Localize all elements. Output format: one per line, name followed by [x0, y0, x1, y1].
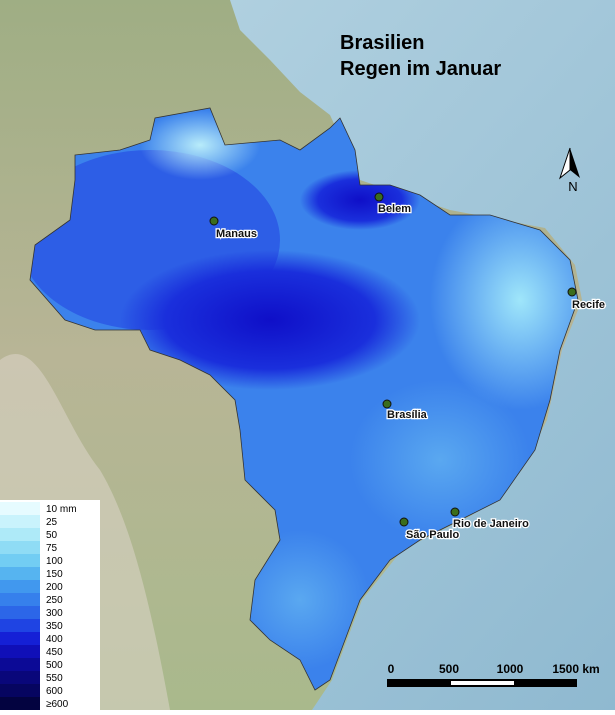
legend-label: 500 [46, 660, 63, 671]
scale-label: 0 [388, 662, 395, 676]
legend-label: 200 [46, 582, 63, 593]
city-dot [567, 287, 577, 297]
legend-swatch [0, 658, 40, 671]
north-label: N [568, 179, 577, 194]
legend-swatch [0, 541, 40, 554]
legend-swatch [0, 671, 40, 684]
legend-swatch [0, 606, 40, 619]
legend-swatch [0, 619, 40, 632]
legend-swatch [0, 502, 40, 515]
city-label: Manaus [216, 228, 257, 240]
legend-label: 25 [46, 517, 58, 528]
scale-bar [389, 681, 449, 685]
legend-label: 50 [46, 530, 58, 541]
city-label: Recife [572, 299, 605, 311]
city-dot [209, 216, 219, 226]
legend-label: 75 [46, 543, 58, 554]
city-label: Brasília [387, 409, 428, 421]
scale-bar [451, 681, 514, 685]
title: Brasilien [340, 32, 424, 54]
north-arrow [570, 148, 580, 178]
legend-swatch [0, 593, 40, 606]
legend-label: 100 [46, 556, 63, 567]
city-label: Belem [378, 203, 411, 215]
legend-label: 400 [46, 634, 63, 645]
scale-label: 500 [439, 662, 459, 676]
legend-label: 150 [46, 569, 63, 580]
legend-swatch [0, 580, 40, 593]
legend-label: 250 [46, 595, 63, 606]
city-dot [399, 517, 409, 527]
legend-swatch [0, 528, 40, 541]
legend-label: ≥600 [46, 699, 69, 710]
subtitle: Regen im Januar [340, 58, 501, 80]
city-label: Rio de Janeiro [453, 518, 529, 530]
legend-swatch [0, 567, 40, 580]
city-dot [382, 399, 392, 409]
scale-label: 1000 [497, 662, 524, 676]
legend-swatch [0, 645, 40, 658]
legend-label: 600 [46, 686, 63, 697]
city-dot [374, 192, 384, 202]
rain-area [350, 380, 530, 540]
legend-swatch [0, 697, 40, 710]
legend-swatch [0, 684, 40, 697]
legend-label: 350 [46, 621, 63, 632]
legend-label: 550 [46, 673, 63, 684]
city-dot [450, 507, 460, 517]
legend-swatch [0, 554, 40, 567]
legend-swatch [0, 515, 40, 528]
scale-label: 1500 km [552, 662, 599, 676]
legend-label: 300 [46, 608, 63, 619]
legend-swatch [0, 632, 40, 645]
legend-label: 450 [46, 647, 63, 658]
rain-area [120, 250, 420, 390]
legend-label: 10 mm [46, 504, 77, 515]
city-label: São Paulo [406, 529, 459, 541]
